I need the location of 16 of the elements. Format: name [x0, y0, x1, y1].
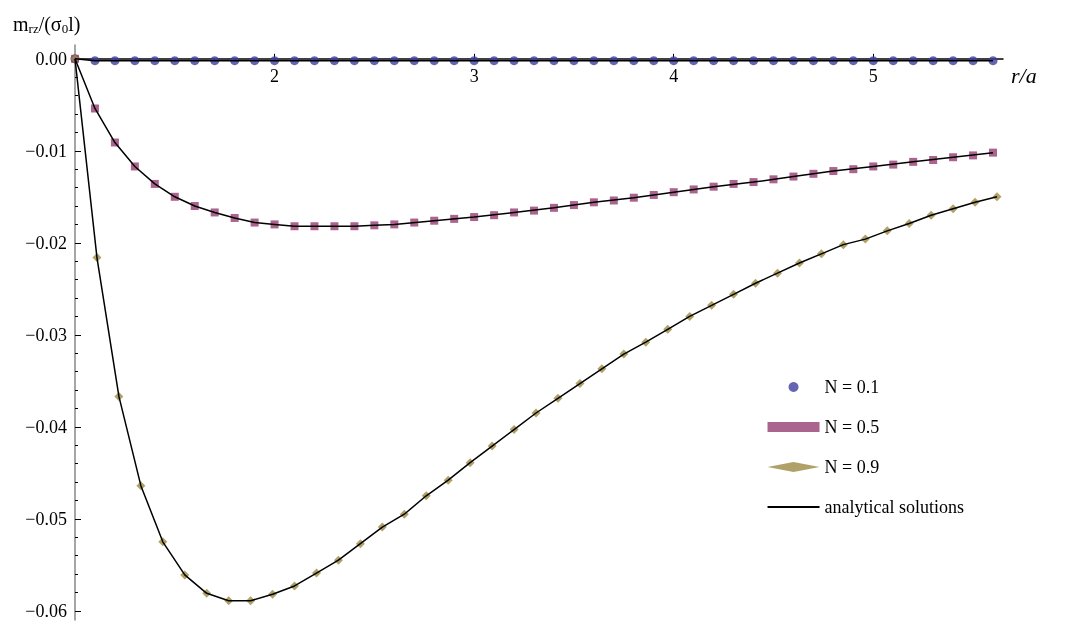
y-tick-label: 0.00 — [35, 48, 67, 69]
y-tick-label: −0.01 — [25, 140, 67, 161]
y-tick-label: −0.06 — [25, 600, 67, 621]
x-tick-label: 5 — [868, 65, 878, 86]
y-tick-label: −0.02 — [25, 232, 67, 253]
y-tick-label: −0.04 — [25, 416, 67, 437]
x-axis-title: r/a — [1011, 63, 1037, 89]
x-tick-label: 3 — [469, 65, 479, 86]
x-tick-label: 4 — [669, 65, 679, 86]
legend-label: analytical solutions — [824, 497, 965, 517]
y-tick-label: −0.05 — [25, 508, 67, 529]
legend-label: N = 0.5 — [824, 417, 880, 437]
legend-label: N = 0.9 — [824, 457, 880, 477]
legend-label: N = 0.1 — [824, 377, 880, 397]
x-tick-label: 2 — [270, 65, 280, 86]
y-tick-label: −0.03 — [25, 324, 67, 345]
